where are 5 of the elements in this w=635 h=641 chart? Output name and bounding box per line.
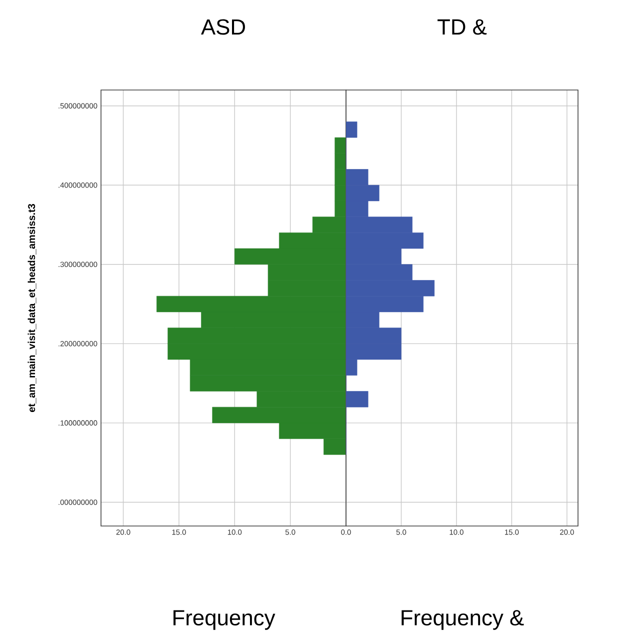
x-axis-title: Frequency — [174, 610, 276, 630]
y-axis-title: et_am_main_visit_data_et_heads_amsiss.t3 — [28, 204, 36, 412]
x-axis-title: Frequency & — [402, 610, 524, 630]
chart-title: ASD — [201, 19, 245, 35]
chart-title: TD & — [438, 19, 487, 35]
